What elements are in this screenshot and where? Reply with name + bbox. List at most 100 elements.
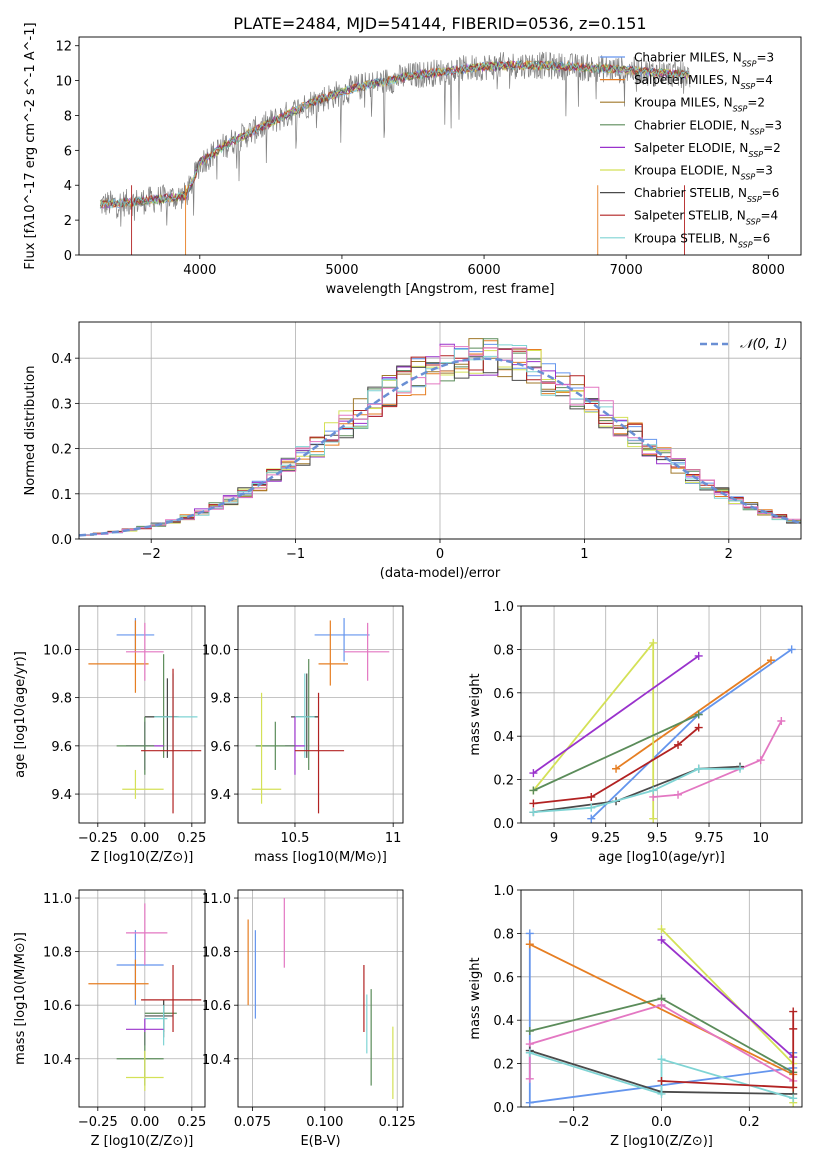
- y-tick-label: 10.4: [43, 1053, 72, 1068]
- y-tick-label: 9.4: [210, 788, 231, 803]
- y-tick-label: 9.6: [51, 740, 72, 755]
- y-tick-label: 0.2: [493, 1058, 514, 1073]
- series-marker-0: [525, 929, 534, 938]
- legend-eq: =: [764, 118, 774, 132]
- legend-nssp: 4: [765, 73, 773, 87]
- series-line-8: [661, 1011, 795, 1089]
- series-line-1: [529, 943, 794, 1076]
- x-tick-label: 0: [436, 547, 444, 562]
- legend-name: Chabrier MILES, N: [634, 51, 742, 65]
- x-tick-label: 0.2: [739, 1115, 760, 1130]
- x-axis-label: mass [log10(M/M⊙)]: [254, 850, 387, 865]
- axes-frame: [237, 889, 404, 1108]
- legend-eq: =: [762, 186, 772, 200]
- legend-name: Kroupa STELIB, N: [634, 231, 738, 245]
- y-tick-label: 9.8: [51, 692, 72, 707]
- x-tick-label: 0.25: [177, 831, 206, 846]
- x-tick-label: 4000: [183, 263, 216, 278]
- x-tick-label: 8000: [752, 263, 785, 278]
- y-tick-label: 0.2: [493, 774, 514, 789]
- series-marker-5: [694, 723, 703, 732]
- x-axis-label: wavelength [Angstrom, rest frame]: [326, 282, 555, 297]
- y-tick-label: 10.6: [202, 999, 231, 1014]
- series-marker-3: [529, 769, 538, 778]
- x-tick-label: 9.25: [591, 831, 620, 846]
- x-tick-label: 6000: [468, 263, 501, 278]
- series-marker-0: [525, 1098, 534, 1107]
- series-marker-3: [694, 651, 703, 660]
- series-marker-3: [657, 935, 666, 944]
- y-tick-label: 10.8: [202, 946, 231, 961]
- legend-label-4: Salpeter ELODIE, NSSP=2: [634, 141, 781, 159]
- x-axis-label: E(B-V): [300, 1134, 340, 1149]
- legend-nssp: 2: [757, 96, 765, 110]
- y-tick-label: 1.0: [493, 884, 514, 899]
- series-marker-5: [674, 740, 683, 749]
- y-tick-label: 0.8: [493, 643, 514, 658]
- series-line-3: [532, 655, 700, 774]
- x-tick-label: 10: [752, 831, 769, 846]
- legend-name: Chabrier STELIB, N: [634, 186, 747, 200]
- y-tick-label: 10.4: [202, 1053, 231, 1068]
- legend-name: Salpeter STELIB, N: [634, 209, 746, 223]
- series-marker-8: [736, 764, 745, 773]
- legend-name: Kroupa ELODIE, N: [634, 164, 741, 178]
- series-line-7: [529, 1051, 794, 1100]
- x-axis-label: (data-model)/error: [380, 566, 501, 581]
- legend-label-8: Kroupa STELIB, NSSP=6: [634, 231, 770, 249]
- legend-sub: SSP: [747, 195, 762, 204]
- series-marker-6: [777, 717, 786, 726]
- y-tick-label: 4: [64, 179, 72, 194]
- x-axis-label: Z [log10(Z/Z⊙)]: [91, 850, 194, 865]
- y-tick-label: 9.8: [210, 692, 231, 707]
- axes-frame: [78, 889, 206, 1108]
- series-line-4: [533, 713, 700, 792]
- legend-label-normal: 𝒩(0, 1): [740, 337, 787, 352]
- y-tick-label: 0: [64, 249, 72, 264]
- x-tick-label: 9: [550, 831, 558, 846]
- legend-eq: =: [755, 73, 765, 87]
- series-marker-1: [525, 940, 534, 949]
- plot-area: [88, 903, 202, 1091]
- x-axis-label: age [log10(age/yr)]: [598, 850, 725, 865]
- x-tick-label: 0.0: [651, 1115, 672, 1130]
- x-axis-label: Z [log10(Z/Z⊙)]: [610, 1134, 713, 1149]
- series-marker-0: [587, 814, 596, 823]
- x-tick-label: 0.00: [130, 1115, 159, 1130]
- x-tick-label: 9.5: [647, 831, 668, 846]
- y-axis-label: Flux [fλ10^-17 erg cm^-2 s^-1 A^-1]: [23, 22, 38, 269]
- x-tick-label: 0.075: [234, 1115, 271, 1130]
- plot-area: [251, 618, 390, 814]
- y-axis-label: mass weight: [468, 673, 483, 755]
- y-tick-label: 0.0: [493, 817, 514, 832]
- x-tick-label: 0.125: [379, 1115, 416, 1130]
- y-tick-label: 10: [55, 75, 72, 90]
- y-tick-label: 0.6: [493, 687, 514, 702]
- x-tick-label: −0.25: [78, 831, 118, 846]
- x-tick-label: 9.75: [695, 831, 724, 846]
- y-tick-label: 8: [64, 109, 72, 124]
- y-tick-label: 11.0: [43, 892, 72, 907]
- series-marker-7: [657, 1089, 666, 1098]
- legend-name: Kroupa MILES, N: [634, 96, 733, 110]
- y-axis-label: mass weight: [468, 957, 483, 1039]
- series-marker-7: [525, 1048, 534, 1057]
- y-tick-label: 9.6: [210, 740, 231, 755]
- series-line-7: [533, 765, 741, 813]
- y-tick-label: 9.4: [51, 788, 72, 803]
- y-tick-label: 2: [64, 214, 72, 229]
- y-tick-label: 0.4: [493, 1014, 514, 1029]
- series-marker-7: [789, 1094, 798, 1103]
- legend-nssp: 4: [771, 209, 779, 223]
- legend-label-3: Chabrier ELODIE, NSSP=3: [634, 118, 782, 136]
- series-marker-7: [657, 1055, 666, 1064]
- series-marker-2: [657, 925, 666, 934]
- legend-nssp: 6: [763, 231, 771, 245]
- y-tick-label: 0.2: [51, 443, 72, 458]
- legend-eq: =: [763, 141, 773, 155]
- legend-sub: SSP: [738, 240, 753, 249]
- legend-name: Salpeter ELODIE, N: [634, 141, 748, 155]
- spectrum-data-line: [100, 51, 691, 227]
- legend-name: Chabrier ELODIE, N: [634, 118, 750, 132]
- x-tick-label: 1: [580, 547, 588, 562]
